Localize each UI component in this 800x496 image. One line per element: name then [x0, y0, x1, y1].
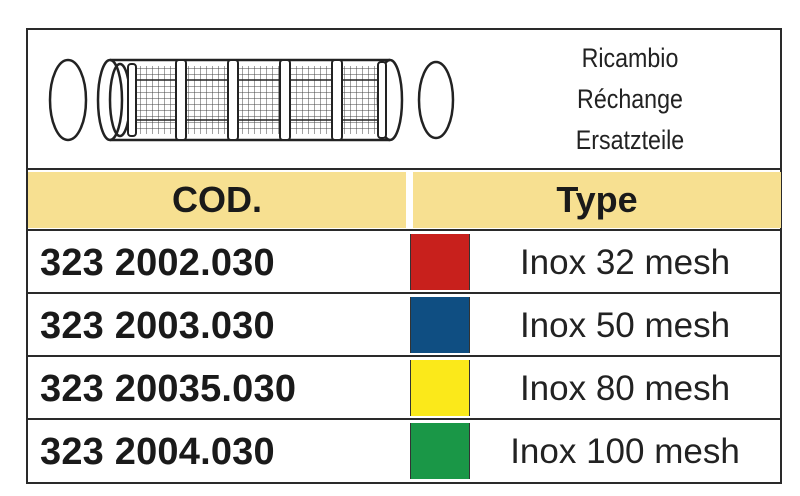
color-swatch [410, 297, 470, 353]
header-divider [406, 172, 413, 228]
spare-part-labels: Ricambio Réchange Ersatzteile [540, 38, 720, 161]
spare-part-table [26, 28, 782, 484]
table-row: 323 2004.030 Inox 100 mesh [28, 421, 780, 481]
mesh-screen [130, 66, 386, 134]
divider [26, 229, 782, 231]
color-swatch [410, 360, 470, 416]
label-italian: Ricambio [581, 43, 679, 73]
mesh-type: Inox 32 mesh [519, 243, 731, 282]
part-code: 323 2004.030 [40, 431, 275, 473]
divider [26, 418, 782, 420]
table-row: 323 2003.030 Inox 50 mesh [28, 295, 780, 355]
mesh-type: Inox 100 mesh [510, 432, 740, 471]
part-code: 323 2002.030 [40, 242, 275, 284]
part-code: 323 2003.030 [40, 305, 275, 347]
filter-cartridge-illustration [48, 58, 455, 142]
part-code: 323 20035.030 [40, 368, 297, 410]
right-o-ring-icon [417, 60, 455, 140]
label-german: Ersatzteile [575, 125, 685, 155]
label-french: Réchange [577, 84, 683, 114]
color-swatch [410, 423, 470, 479]
mesh-type: Inox 50 mesh [519, 306, 731, 345]
color-swatch [410, 234, 470, 290]
divider [26, 292, 782, 294]
divider [26, 168, 782, 170]
table-row: 323 2002.030 Inox 32 mesh [28, 232, 780, 292]
mesh-type: Inox 80 mesh [519, 369, 731, 408]
left-o-ring-icon [48, 58, 88, 142]
divider [26, 355, 782, 357]
header-type: Type [413, 172, 781, 228]
table-row: 323 20035.030 Inox 80 mesh [28, 358, 780, 418]
header-code: COD. [28, 172, 406, 228]
